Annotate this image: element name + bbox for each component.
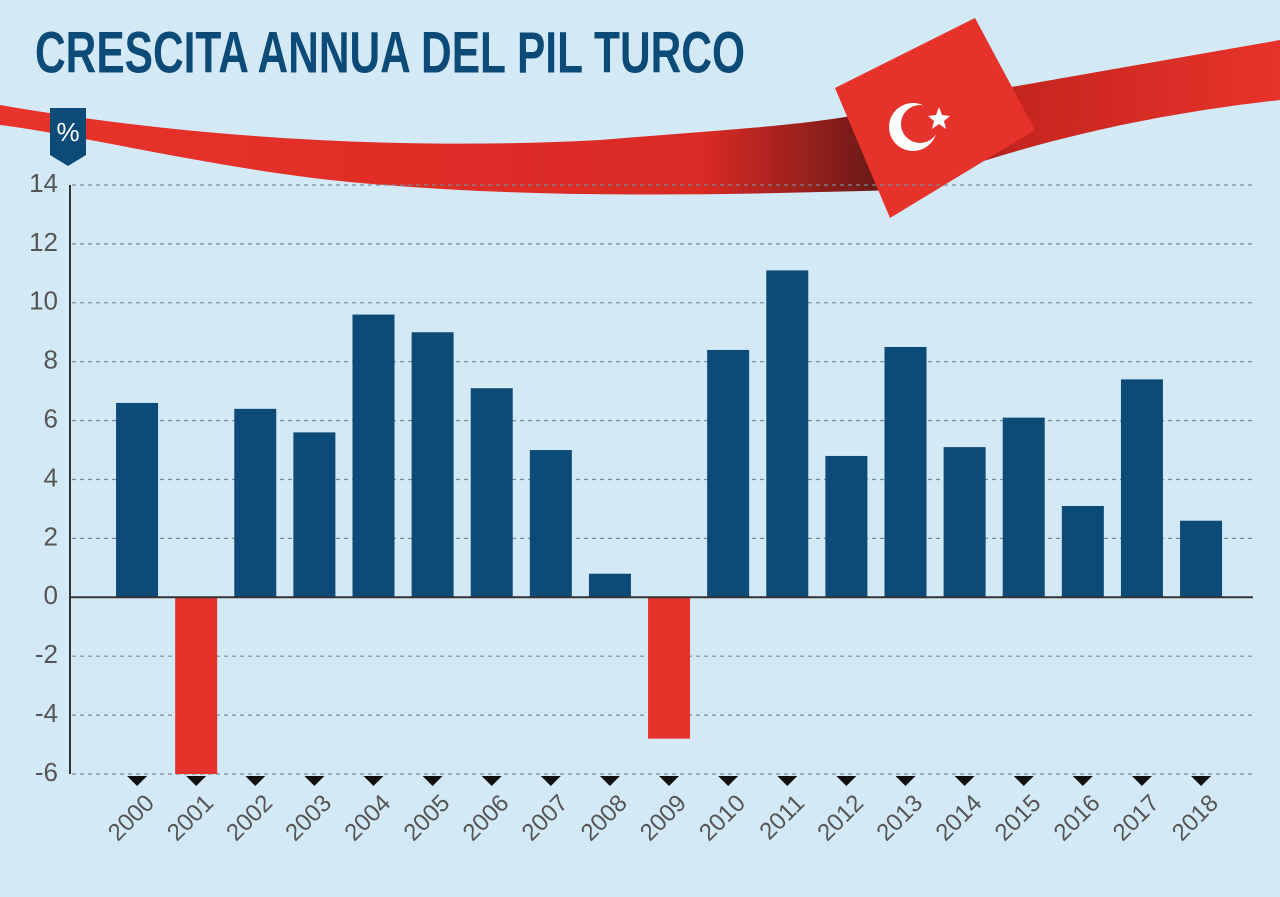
bar — [884, 346, 927, 598]
x-tick-label: 2002 — [221, 790, 278, 847]
unit-badge — [50, 108, 86, 166]
bar — [1180, 520, 1223, 598]
y-tick-label: -4 — [35, 698, 58, 728]
x-tick-label: 2008 — [576, 790, 633, 847]
y-tick-label: 6 — [44, 403, 58, 433]
tick-marker — [1013, 776, 1034, 786]
tick-marker — [186, 776, 207, 786]
tick-marker — [718, 776, 739, 786]
tick-marker — [895, 776, 916, 786]
y-tick-label: 2 — [44, 521, 58, 551]
x-tick-label: 2017 — [1108, 790, 1165, 847]
bar — [648, 597, 691, 739]
x-tick-label: 2018 — [1167, 790, 1224, 847]
y-tick-label: -6 — [35, 757, 58, 787]
y-tick-label: 8 — [44, 345, 58, 375]
x-tick-label: 2010 — [694, 790, 751, 847]
x-tick-label: 2016 — [1049, 790, 1106, 847]
x-tick-label: 2011 — [754, 790, 810, 846]
bar — [825, 455, 868, 598]
bar — [293, 432, 336, 598]
bar — [411, 332, 454, 598]
x-tick-label: 2014 — [930, 790, 987, 847]
x-tick-label: 2015 — [990, 790, 1047, 847]
bar — [588, 573, 631, 598]
x-tick-label: 2000 — [103, 790, 160, 847]
bar — [175, 597, 218, 774]
tick-marker — [659, 776, 680, 786]
tick-marker — [304, 776, 325, 786]
bar — [943, 447, 986, 598]
y-tick-label: 4 — [44, 462, 58, 492]
bar — [766, 270, 809, 598]
tick-marker — [127, 776, 148, 786]
chart-title: CRESCITA ANNUA DEL PIL TURCO — [35, 20, 745, 85]
tick-marker — [245, 776, 266, 786]
bar — [470, 388, 513, 598]
bar — [1002, 417, 1045, 598]
tick-marker — [1191, 776, 1212, 786]
x-tick-label: 2004 — [339, 790, 396, 847]
x-tick-label: 2013 — [871, 790, 928, 847]
tick-marker — [481, 776, 502, 786]
crescent-cut — [901, 105, 939, 143]
tick-marker — [777, 776, 798, 786]
star — [928, 107, 950, 129]
x-tick-label: 2007 — [517, 790, 574, 847]
x-tick-label: 2009 — [635, 790, 692, 847]
bar — [234, 408, 277, 598]
y-tick-label: 0 — [44, 580, 58, 610]
tick-marker — [836, 776, 857, 786]
x-tick-label: 2012 — [812, 790, 869, 847]
bar — [352, 314, 395, 598]
bar — [1120, 379, 1163, 598]
bar — [529, 450, 572, 598]
bar — [707, 349, 750, 598]
y-tick-label: 10 — [29, 286, 58, 316]
x-tick-label: 2005 — [398, 790, 455, 847]
bar — [1061, 506, 1104, 598]
tick-marker — [599, 776, 620, 786]
tick-marker — [422, 776, 443, 786]
y-tick-label: 12 — [29, 227, 58, 257]
x-tick-label: 2003 — [280, 790, 337, 847]
y-tick-label: -2 — [35, 639, 58, 669]
y-tick-label: 14 — [29, 168, 58, 198]
bar — [116, 402, 159, 598]
tick-marker — [540, 776, 561, 786]
x-tick-label: 2006 — [458, 790, 515, 847]
unit-label: % — [56, 117, 79, 147]
tick-marker — [1131, 776, 1152, 786]
tick-marker — [954, 776, 975, 786]
tick-marker — [363, 776, 384, 786]
tick-marker — [1072, 776, 1093, 786]
x-tick-label: 2001 — [162, 790, 219, 847]
